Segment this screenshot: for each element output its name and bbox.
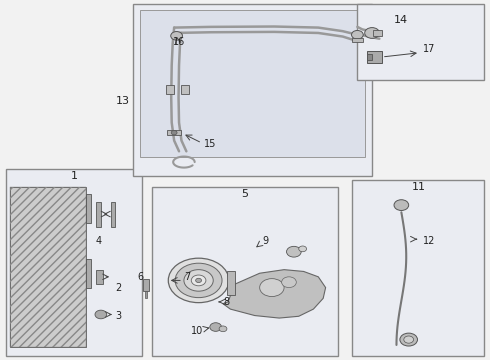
Bar	[97, 202, 101, 226]
Bar	[167, 130, 181, 135]
Text: 13: 13	[116, 96, 130, 106]
Circle shape	[260, 279, 284, 297]
Bar	[152, 187, 338, 356]
Circle shape	[191, 275, 206, 286]
Bar	[5, 169, 143, 356]
Circle shape	[175, 263, 222, 298]
Bar	[373, 30, 382, 36]
Text: 3: 3	[116, 311, 122, 321]
Circle shape	[219, 326, 227, 332]
Circle shape	[287, 246, 301, 257]
Circle shape	[171, 131, 177, 135]
Bar	[10, 187, 86, 347]
Text: 1: 1	[71, 171, 77, 181]
Circle shape	[394, 200, 409, 211]
Text: 12: 12	[423, 236, 436, 246]
Circle shape	[95, 310, 107, 319]
Bar	[166, 85, 174, 94]
Bar	[352, 39, 363, 42]
Bar	[367, 51, 382, 63]
Bar	[367, 54, 372, 60]
Bar	[145, 291, 147, 298]
Bar	[227, 271, 235, 295]
Text: 17: 17	[423, 44, 436, 54]
Bar	[180, 85, 189, 94]
Circle shape	[299, 246, 307, 252]
Text: 15: 15	[203, 139, 216, 149]
Bar	[97, 270, 103, 284]
Circle shape	[184, 270, 213, 291]
Bar	[144, 279, 149, 291]
Text: 14: 14	[394, 15, 409, 26]
Circle shape	[404, 336, 414, 343]
Text: 5: 5	[242, 189, 248, 199]
Bar	[133, 4, 372, 176]
Bar	[357, 4, 485, 80]
Circle shape	[210, 323, 221, 331]
Text: 9: 9	[262, 236, 268, 246]
Text: 16: 16	[173, 37, 185, 47]
Circle shape	[365, 28, 379, 39]
Bar	[10, 187, 86, 347]
Bar	[86, 259, 91, 288]
Bar	[86, 194, 91, 223]
Circle shape	[171, 32, 182, 40]
Circle shape	[351, 31, 363, 39]
Text: 10: 10	[191, 325, 203, 336]
Text: 7: 7	[184, 272, 190, 282]
Text: 8: 8	[223, 297, 229, 307]
Circle shape	[196, 278, 201, 283]
Bar	[111, 202, 115, 226]
Bar	[140, 10, 365, 157]
Circle shape	[282, 277, 296, 288]
Bar	[352, 180, 485, 356]
Text: 2: 2	[116, 283, 122, 293]
Text: 6: 6	[137, 272, 143, 282]
Circle shape	[400, 333, 417, 346]
Text: 11: 11	[412, 182, 425, 192]
Text: 4: 4	[96, 236, 102, 246]
Circle shape	[168, 258, 229, 303]
Polygon shape	[223, 270, 326, 318]
